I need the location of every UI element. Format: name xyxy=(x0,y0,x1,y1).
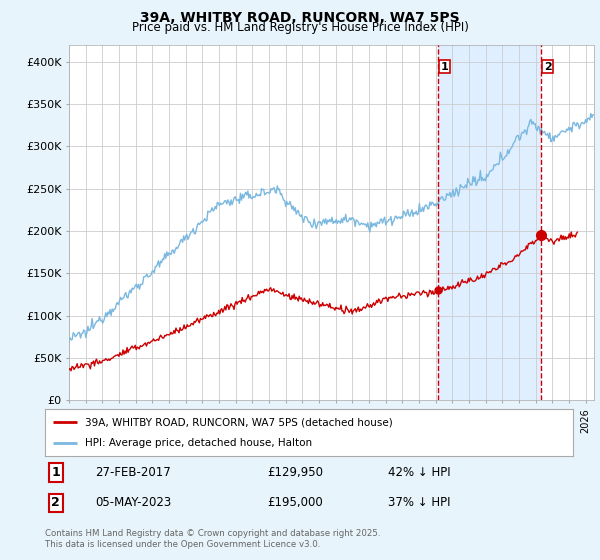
Text: 39A, WHITBY ROAD, RUNCORN, WA7 5PS: 39A, WHITBY ROAD, RUNCORN, WA7 5PS xyxy=(140,11,460,25)
Text: 1: 1 xyxy=(441,62,449,72)
Text: 2: 2 xyxy=(52,496,60,510)
Text: Price paid vs. HM Land Registry's House Price Index (HPI): Price paid vs. HM Land Registry's House … xyxy=(131,21,469,34)
Text: 27-FEB-2017: 27-FEB-2017 xyxy=(95,466,171,479)
Text: £195,000: £195,000 xyxy=(267,496,323,510)
Text: 39A, WHITBY ROAD, RUNCORN, WA7 5PS (detached house): 39A, WHITBY ROAD, RUNCORN, WA7 5PS (deta… xyxy=(85,417,392,427)
Text: HPI: Average price, detached house, Halton: HPI: Average price, detached house, Halt… xyxy=(85,438,312,448)
Text: Contains HM Land Registry data © Crown copyright and database right 2025.
This d: Contains HM Land Registry data © Crown c… xyxy=(45,529,380,549)
Bar xyxy=(439,45,541,400)
Text: 1: 1 xyxy=(52,466,60,479)
Text: 37% ↓ HPI: 37% ↓ HPI xyxy=(388,496,451,510)
Text: 05-MAY-2023: 05-MAY-2023 xyxy=(95,496,172,510)
Text: £129,950: £129,950 xyxy=(267,466,323,479)
Text: 42% ↓ HPI: 42% ↓ HPI xyxy=(388,466,451,479)
Text: 2: 2 xyxy=(544,62,552,72)
